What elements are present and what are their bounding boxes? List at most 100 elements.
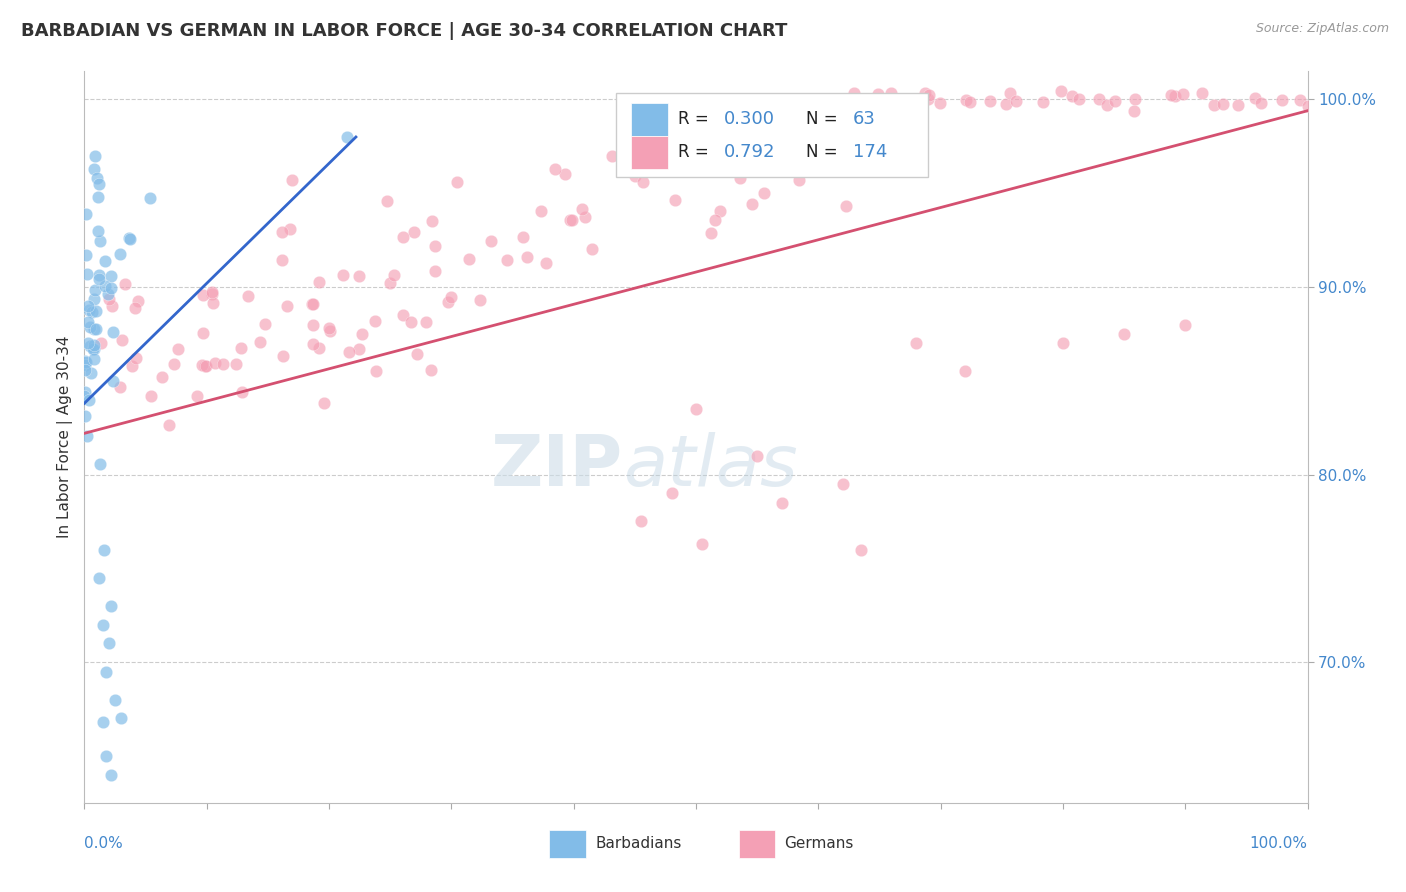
Point (93, 542, 115, 557)
Point (1227, 97, 1250, 112)
Point (194, 359, 217, 373)
Text: 0.300: 0.300 (724, 111, 775, 128)
Point (1250, 95, 1272, 110)
Point (844, 86, 866, 100)
Point (1212, 96, 1234, 111)
Point (201, 287, 224, 301)
Point (114, 277, 136, 292)
Point (332, 268, 354, 282)
Point (100, 767, 122, 781)
Point (90, 335, 112, 350)
Point (437, 295, 460, 310)
Point (308, 341, 330, 355)
Point (79, 393, 101, 408)
Point (94, 254, 117, 268)
Point (347, 343, 370, 357)
Point (544, 162, 567, 177)
Point (468, 293, 491, 307)
FancyBboxPatch shape (616, 94, 928, 178)
Point (1164, 88, 1187, 103)
Point (415, 315, 437, 329)
Point (194, 359, 217, 373)
Text: 100.0%: 100.0% (1250, 836, 1308, 851)
Point (83, 351, 105, 366)
Point (849, 542, 872, 557)
Point (1097, 98, 1119, 112)
Text: R =: R = (678, 111, 714, 128)
Point (402, 225, 425, 239)
Y-axis label: In Labor Force | Age 30-34: In Labor Force | Age 30-34 (58, 335, 73, 539)
Point (709, 204, 731, 219)
Point (350, 327, 373, 342)
Point (308, 275, 330, 289)
Point (139, 191, 162, 205)
Point (97, 636, 120, 650)
Text: BARBADIAN VS GERMAN IN LABOR FORCE | AGE 30-34 CORRELATION CHART: BARBADIAN VS GERMAN IN LABOR FORCE | AGE… (21, 22, 787, 40)
Point (271, 226, 294, 240)
Point (100, 280, 122, 294)
Point (75, 359, 97, 373)
Point (101, 325, 124, 339)
Point (378, 276, 401, 290)
Point (496, 252, 519, 267)
Point (747, 449, 769, 463)
Point (1031, 95, 1053, 110)
Point (420, 363, 443, 377)
Point (905, 336, 928, 351)
Point (1202, 97, 1225, 112)
Point (479, 234, 502, 248)
Point (125, 351, 148, 365)
Point (73, 354, 96, 368)
Point (318, 321, 340, 335)
Point (191, 288, 214, 302)
Point (406, 347, 429, 361)
Point (1296, 99, 1319, 113)
Point (276, 299, 298, 313)
Point (917, 93, 939, 107)
Point (79, 366, 101, 380)
Point (959, 95, 981, 109)
Text: R =: R = (678, 144, 714, 161)
Point (770, 496, 793, 510)
Point (157, 417, 180, 432)
Text: N =: N = (806, 144, 844, 161)
Point (302, 336, 325, 351)
Point (104, 692, 127, 706)
Point (236, 289, 259, 303)
Point (870, 94, 893, 108)
Point (75, 207, 97, 221)
Point (581, 242, 603, 256)
Text: Barbadians: Barbadians (596, 837, 682, 851)
Point (87, 177, 110, 191)
Point (955, 93, 977, 107)
Point (202, 295, 225, 310)
Point (534, 256, 557, 270)
Point (630, 515, 652, 529)
Point (193, 326, 215, 340)
Point (998, 86, 1021, 100)
Point (108, 380, 131, 394)
Point (301, 297, 323, 311)
Point (879, 86, 901, 100)
Bar (550, 830, 586, 858)
Point (73, 384, 96, 399)
Point (96, 748, 118, 763)
Point (336, 130, 359, 145)
Point (91, 715, 114, 730)
Point (623, 169, 645, 183)
Point (190, 358, 212, 372)
Point (271, 349, 294, 363)
Point (83, 322, 105, 336)
Point (558, 212, 581, 227)
Point (120, 231, 142, 245)
Point (84, 149, 107, 163)
Point (425, 264, 447, 278)
Point (1271, 93, 1294, 107)
Text: atlas: atlas (623, 432, 797, 500)
Point (87, 268, 110, 283)
Point (631, 175, 654, 189)
Point (111, 333, 134, 347)
Point (127, 294, 149, 309)
Point (77, 336, 100, 351)
Point (82, 342, 104, 356)
